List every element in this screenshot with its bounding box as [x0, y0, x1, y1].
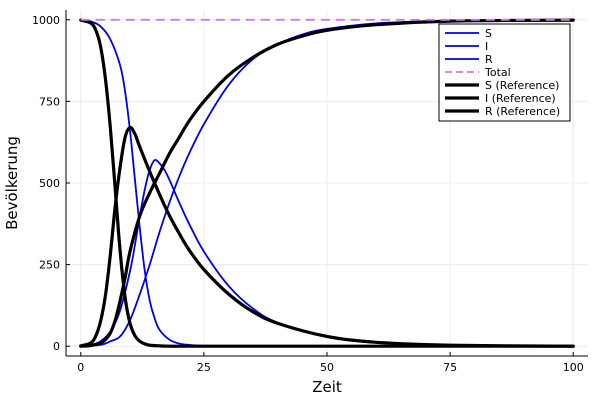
x-tick-label: 75	[443, 361, 457, 374]
x-tick-label: 50	[320, 361, 334, 374]
legend-label-r: R	[485, 53, 493, 66]
legend-label-r-reference: R (Reference)	[485, 105, 560, 118]
x-tick-label: 0	[77, 361, 84, 374]
series-lines	[79, 18, 575, 348]
x-axis-label: Zeit	[312, 378, 342, 396]
legend-label-i: I	[485, 40, 488, 53]
legend-label-s: S	[485, 27, 492, 40]
y-tick-label: 500	[39, 177, 60, 190]
series-line-s-reference	[79, 18, 575, 348]
series-line-r-reference	[79, 18, 575, 348]
y-tick-label: 750	[39, 95, 60, 108]
legend-label-s-reference: S (Reference)	[485, 79, 559, 92]
legend-label-total: Total	[484, 66, 511, 79]
legend-label-i-reference: I (Reference)	[485, 92, 556, 105]
y-tick-label: 0	[53, 340, 60, 353]
y-tick-label: 250	[39, 259, 60, 272]
x-tick-label: 25	[197, 361, 211, 374]
series-line-i-reference	[79, 125, 575, 348]
y-axis-label: Bevölkerung	[3, 136, 21, 230]
y-tick-label: 1000	[32, 14, 60, 27]
x-tick-label: 100	[563, 361, 584, 374]
